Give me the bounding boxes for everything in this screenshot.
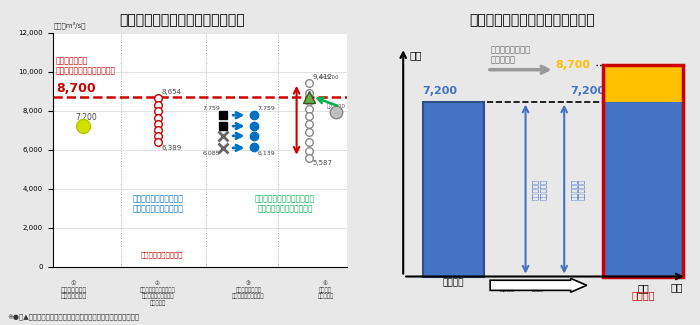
Text: α=5.00: α=5.00 — [319, 75, 339, 80]
Text: 流量: 流量 — [410, 50, 422, 60]
Text: ④
既往洪水
からの検討: ④ 既往洪水 からの検討 — [317, 281, 334, 299]
Text: ※●・▲は整備途上の上下流、本支川のバランスチェック等に活用: ※●・▲は整備途上の上下流、本支川のバランスチェック等に活用 — [7, 314, 139, 320]
Text: ①
既定計画の基本
高水ピーク流量: ① 既定計画の基本 高水ピーク流量 — [60, 281, 87, 299]
Text: 基本高水の
ピーク流量: 基本高水の ピーク流量 — [570, 178, 585, 200]
Bar — [603, 65, 683, 277]
Text: 9,412: 9,412 — [312, 74, 332, 80]
Text: 将来の気候変動の
影響を反映: 将来の気候変動の 影響を反映 — [490, 45, 530, 64]
Text: 7,200: 7,200 — [423, 86, 458, 96]
Text: 基本方針: 基本方針 — [631, 290, 654, 300]
Text: 現行
基本方針: 現行 基本方針 — [442, 268, 464, 287]
Bar — [423, 102, 484, 277]
Text: 7,759: 7,759 — [202, 106, 220, 111]
Text: 過去の実績降雨には含まれて
いない将来の降雨パターン: 過去の実績降雨には含まれて いない将来の降雨パターン — [255, 194, 315, 214]
Text: 7,200: 7,200 — [570, 86, 606, 96]
Text: 流量（m³/s）: 流量（m³/s） — [54, 21, 86, 29]
Text: ②
【降雨量変化倍率考慮】
雨量データによる確率
からの検討: ② 【降雨量変化倍率考慮】 雨量データによる確率 からの検討 — [139, 281, 176, 306]
Text: 時間: 時間 — [671, 282, 683, 292]
Text: 6,085: 6,085 — [202, 150, 220, 155]
Text: 洪水調節
流量: 洪水調節 流量 — [631, 73, 654, 94]
Text: 約7,900: 約7,900 — [327, 103, 346, 109]
Text: 7,200: 7,200 — [75, 113, 97, 122]
Text: 河道配分
流量: 河道配分 流量 — [440, 178, 466, 200]
Text: 新たに設定する
基本高水のピーク流量（案）: 新たに設定する 基本高水のピーク流量（案） — [56, 56, 116, 75]
Text: 8,654: 8,654 — [162, 89, 182, 95]
Text: ※基準地点三輪の
計画規模1/100は維持: ※基準地点三輪の 計画規模1/100は維持 — [500, 280, 544, 293]
Text: 5,587: 5,587 — [312, 160, 332, 166]
Text: 基本高水の
ピーク流量: 基本高水の ピーク流量 — [532, 178, 546, 200]
Text: 基本高水の設定に係る総合的判断: 基本高水の設定に係る総合的判断 — [119, 13, 245, 27]
Text: 6,389: 6,389 — [162, 145, 182, 150]
Text: 次期: 次期 — [637, 283, 649, 293]
Text: 6,139: 6,139 — [258, 150, 275, 155]
Text: 基本高水改定: 基本高水改定 — [522, 281, 554, 290]
FancyArrow shape — [490, 279, 587, 292]
Text: 起こらないとは言えない
実績引き伸ばし降雨波形: 起こらないとは言えない 実績引き伸ばし降雨波形 — [133, 194, 184, 214]
Text: 8,700: 8,700 — [56, 82, 95, 95]
Text: 河道と洪水調節施設等の配分流量: 河道と洪水調節施設等の配分流量 — [469, 13, 595, 27]
Text: ③
アンサンブル予測
降雨波形を用いた検討: ③ アンサンブル予測 降雨波形を用いた検討 — [232, 281, 265, 299]
Text: 7,759: 7,759 — [258, 106, 276, 111]
Text: 8,700: 8,700 — [555, 60, 590, 70]
Text: 河道配分
流量: 河道配分 流量 — [631, 178, 656, 200]
Bar — [603, 65, 683, 102]
Text: 主要降雨波形群　棄却: 主要降雨波形群 棄却 — [141, 252, 183, 258]
Bar — [603, 102, 683, 277]
